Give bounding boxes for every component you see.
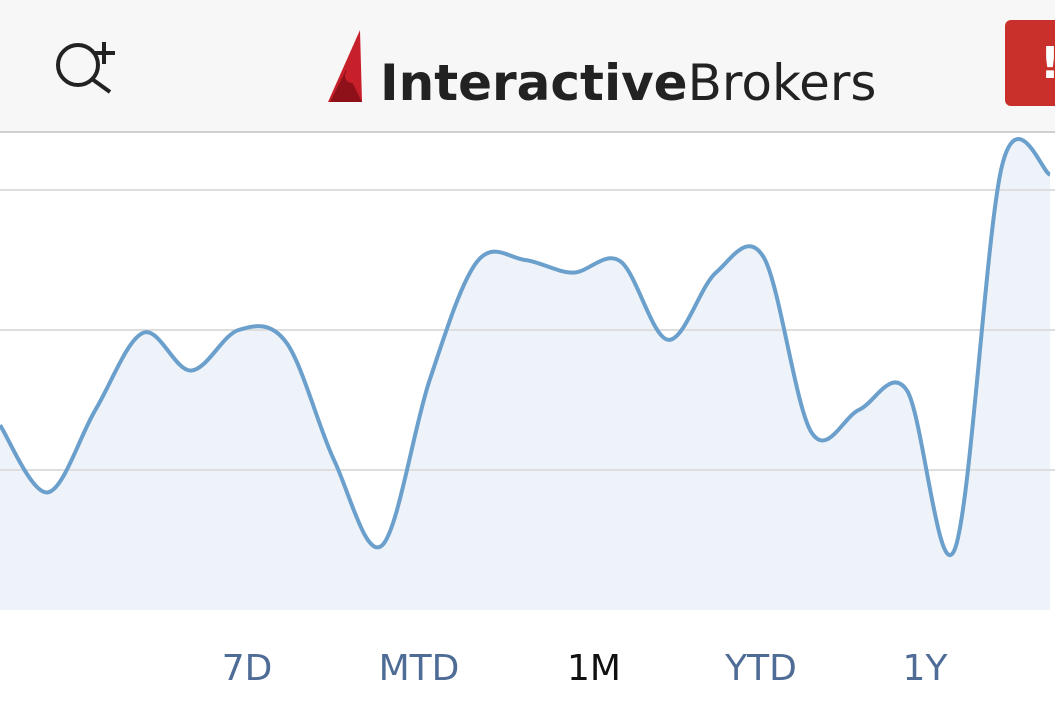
logo-mark	[328, 30, 362, 102]
tabs: 7D MTD 1M YTD 1Y	[222, 648, 949, 689]
search-button[interactable]	[56, 42, 115, 94]
logo-regular: Brokers	[688, 54, 877, 112]
time-range-tab[interactable]: YTD	[724, 648, 797, 689]
time-range-tab[interactable]: 1M	[567, 648, 621, 689]
time-range-tab[interactable]: 1Y	[903, 648, 949, 689]
logo-bold: Interactive	[380, 54, 688, 112]
header	[0, 0, 1055, 132]
logo: InteractiveBrokers	[328, 30, 877, 112]
price-line	[0, 137, 1052, 557]
logo-text: InteractiveBrokers	[380, 54, 877, 112]
alert-icon: !	[1040, 38, 1055, 89]
search-icon	[56, 43, 100, 87]
time-range-tab[interactable]: MTD	[379, 648, 460, 689]
time-range-tab[interactable]: 7D	[222, 648, 273, 689]
search-handle	[90, 77, 112, 94]
alert-button[interactable]	[1005, 20, 1055, 106]
logo-dot	[345, 69, 359, 83]
chart	[0, 137, 1055, 611]
logo-mark-shade	[330, 70, 362, 102]
area-fill	[0, 139, 1050, 611]
